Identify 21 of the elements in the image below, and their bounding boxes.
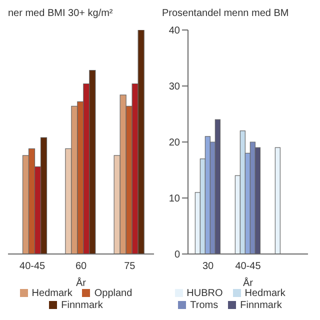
legend-label: Finnmark [240,300,282,311]
x-tick-label: 75 [124,261,136,272]
chart-title: Prosentandel menn med BM [162,8,290,21]
x-tick-label: 60 [75,261,87,272]
y-tick-label: 20 [168,138,180,149]
legend-label: Hedmark [244,288,286,299]
y-tick-label: 10 [168,194,180,205]
legend-label: Hedmark [32,288,72,299]
legend-label: HUBRO [186,288,223,299]
y-tick-label: 0 [174,250,180,261]
x-tick-label: 30 [202,261,214,272]
x-axis-title: År [243,277,254,289]
legend-label: Finnmark [61,300,103,311]
x-tick-label: 40-45 [20,261,46,272]
x-axis-title: År [76,277,87,289]
y-tick-label: 30 [168,82,180,93]
legend-label: Oppland [94,288,132,299]
chart-title: ner med BMI 30+ kg/m² [8,8,114,21]
x-tick-label: 40-45 [235,261,262,272]
legend-label: Troms [190,300,218,311]
y-tick-label: 40 [168,26,180,37]
